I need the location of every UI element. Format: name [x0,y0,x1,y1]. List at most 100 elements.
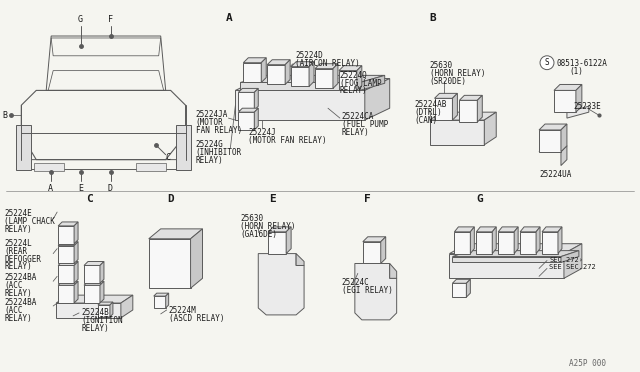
Polygon shape [261,58,266,83]
Polygon shape [492,227,496,254]
Text: 25233E: 25233E [574,102,602,111]
Text: 25224M: 25224M [169,306,196,315]
Polygon shape [84,262,104,266]
Polygon shape [191,229,202,288]
Polygon shape [449,254,564,278]
Text: (ACC: (ACC [4,306,23,315]
Polygon shape [100,281,104,303]
Polygon shape [58,262,78,266]
Polygon shape [452,251,579,257]
Polygon shape [166,293,169,308]
Polygon shape [357,66,362,90]
Polygon shape [154,296,166,308]
Text: (SR20DE): (SR20DE) [429,77,467,86]
Text: A: A [48,185,53,193]
Text: D: D [167,194,174,204]
Text: 25224BA: 25224BA [4,298,36,307]
Polygon shape [100,262,104,283]
Text: 25224E: 25224E [4,209,32,218]
Polygon shape [542,232,558,254]
Polygon shape [539,130,561,152]
Text: (IGNITION: (IGNITION [81,316,123,325]
Polygon shape [254,89,259,110]
Polygon shape [315,69,333,89]
Text: FAN RELAY): FAN RELAY) [196,126,242,135]
Polygon shape [74,281,78,303]
Polygon shape [291,62,314,67]
Polygon shape [74,222,78,244]
Polygon shape [514,227,518,254]
Polygon shape [452,93,458,120]
Polygon shape [498,227,518,232]
Polygon shape [241,76,385,83]
Polygon shape [454,227,474,232]
Polygon shape [296,254,304,266]
Text: 08513-6122A: 08513-6122A [557,59,608,68]
Text: (EGI RELAY): (EGI RELAY) [342,286,393,295]
Polygon shape [268,65,285,84]
Bar [136,163,166,170]
Polygon shape [498,232,514,254]
Polygon shape [285,60,290,84]
Polygon shape [467,279,470,297]
Polygon shape [286,227,291,254]
Polygon shape [539,146,567,152]
Polygon shape [561,251,579,263]
Text: E: E [269,194,276,204]
Polygon shape [536,227,540,254]
Text: (CAN): (CAN) [415,116,438,125]
Text: (LAMP CHACK: (LAMP CHACK [4,217,55,226]
Polygon shape [454,232,470,254]
Polygon shape [238,89,259,92]
Text: (GA16DE): (GA16DE) [241,230,277,239]
Polygon shape [238,92,254,110]
Polygon shape [154,293,169,296]
Polygon shape [268,227,291,232]
Text: 25224AB: 25224AB [415,100,447,109]
Polygon shape [558,227,562,254]
Text: 25224Q: 25224Q [340,71,367,80]
Text: S: S [545,58,549,67]
Polygon shape [58,226,74,244]
Polygon shape [175,125,191,170]
Polygon shape [554,90,576,112]
Polygon shape [17,125,31,170]
Text: 25224D: 25224D [295,51,323,60]
Text: RELAY): RELAY) [340,86,367,96]
Polygon shape [476,227,496,232]
Polygon shape [339,66,362,71]
Text: 25224L: 25224L [4,239,32,248]
Polygon shape [470,227,474,254]
Polygon shape [333,64,338,89]
Text: 25224BA: 25224BA [4,273,36,282]
Text: (ACC: (ACC [4,281,23,290]
Polygon shape [58,266,74,283]
Polygon shape [291,67,309,86]
Polygon shape [542,227,562,232]
Polygon shape [355,263,397,320]
Text: 25224B: 25224B [81,308,109,317]
Polygon shape [148,229,202,239]
Polygon shape [98,302,113,305]
Text: 25630: 25630 [241,214,264,223]
Text: (HORN RELAY): (HORN RELAY) [241,222,296,231]
Polygon shape [460,100,477,122]
Text: 25224C: 25224C [342,278,370,287]
Text: (1): (1) [569,67,583,76]
Text: RELAY): RELAY) [196,155,223,165]
Polygon shape [339,71,357,90]
Polygon shape [381,237,386,263]
Polygon shape [477,95,483,122]
Text: (HORN RELAY): (HORN RELAY) [429,69,485,78]
Polygon shape [259,254,304,315]
Polygon shape [110,302,113,317]
Polygon shape [390,263,397,278]
Polygon shape [360,76,385,90]
Text: RELAY): RELAY) [4,289,32,298]
Text: RELAY): RELAY) [342,128,370,137]
Text: 25224JA: 25224JA [196,110,228,119]
Polygon shape [554,84,582,90]
Polygon shape [520,227,540,232]
Polygon shape [435,93,458,98]
Polygon shape [452,283,467,297]
